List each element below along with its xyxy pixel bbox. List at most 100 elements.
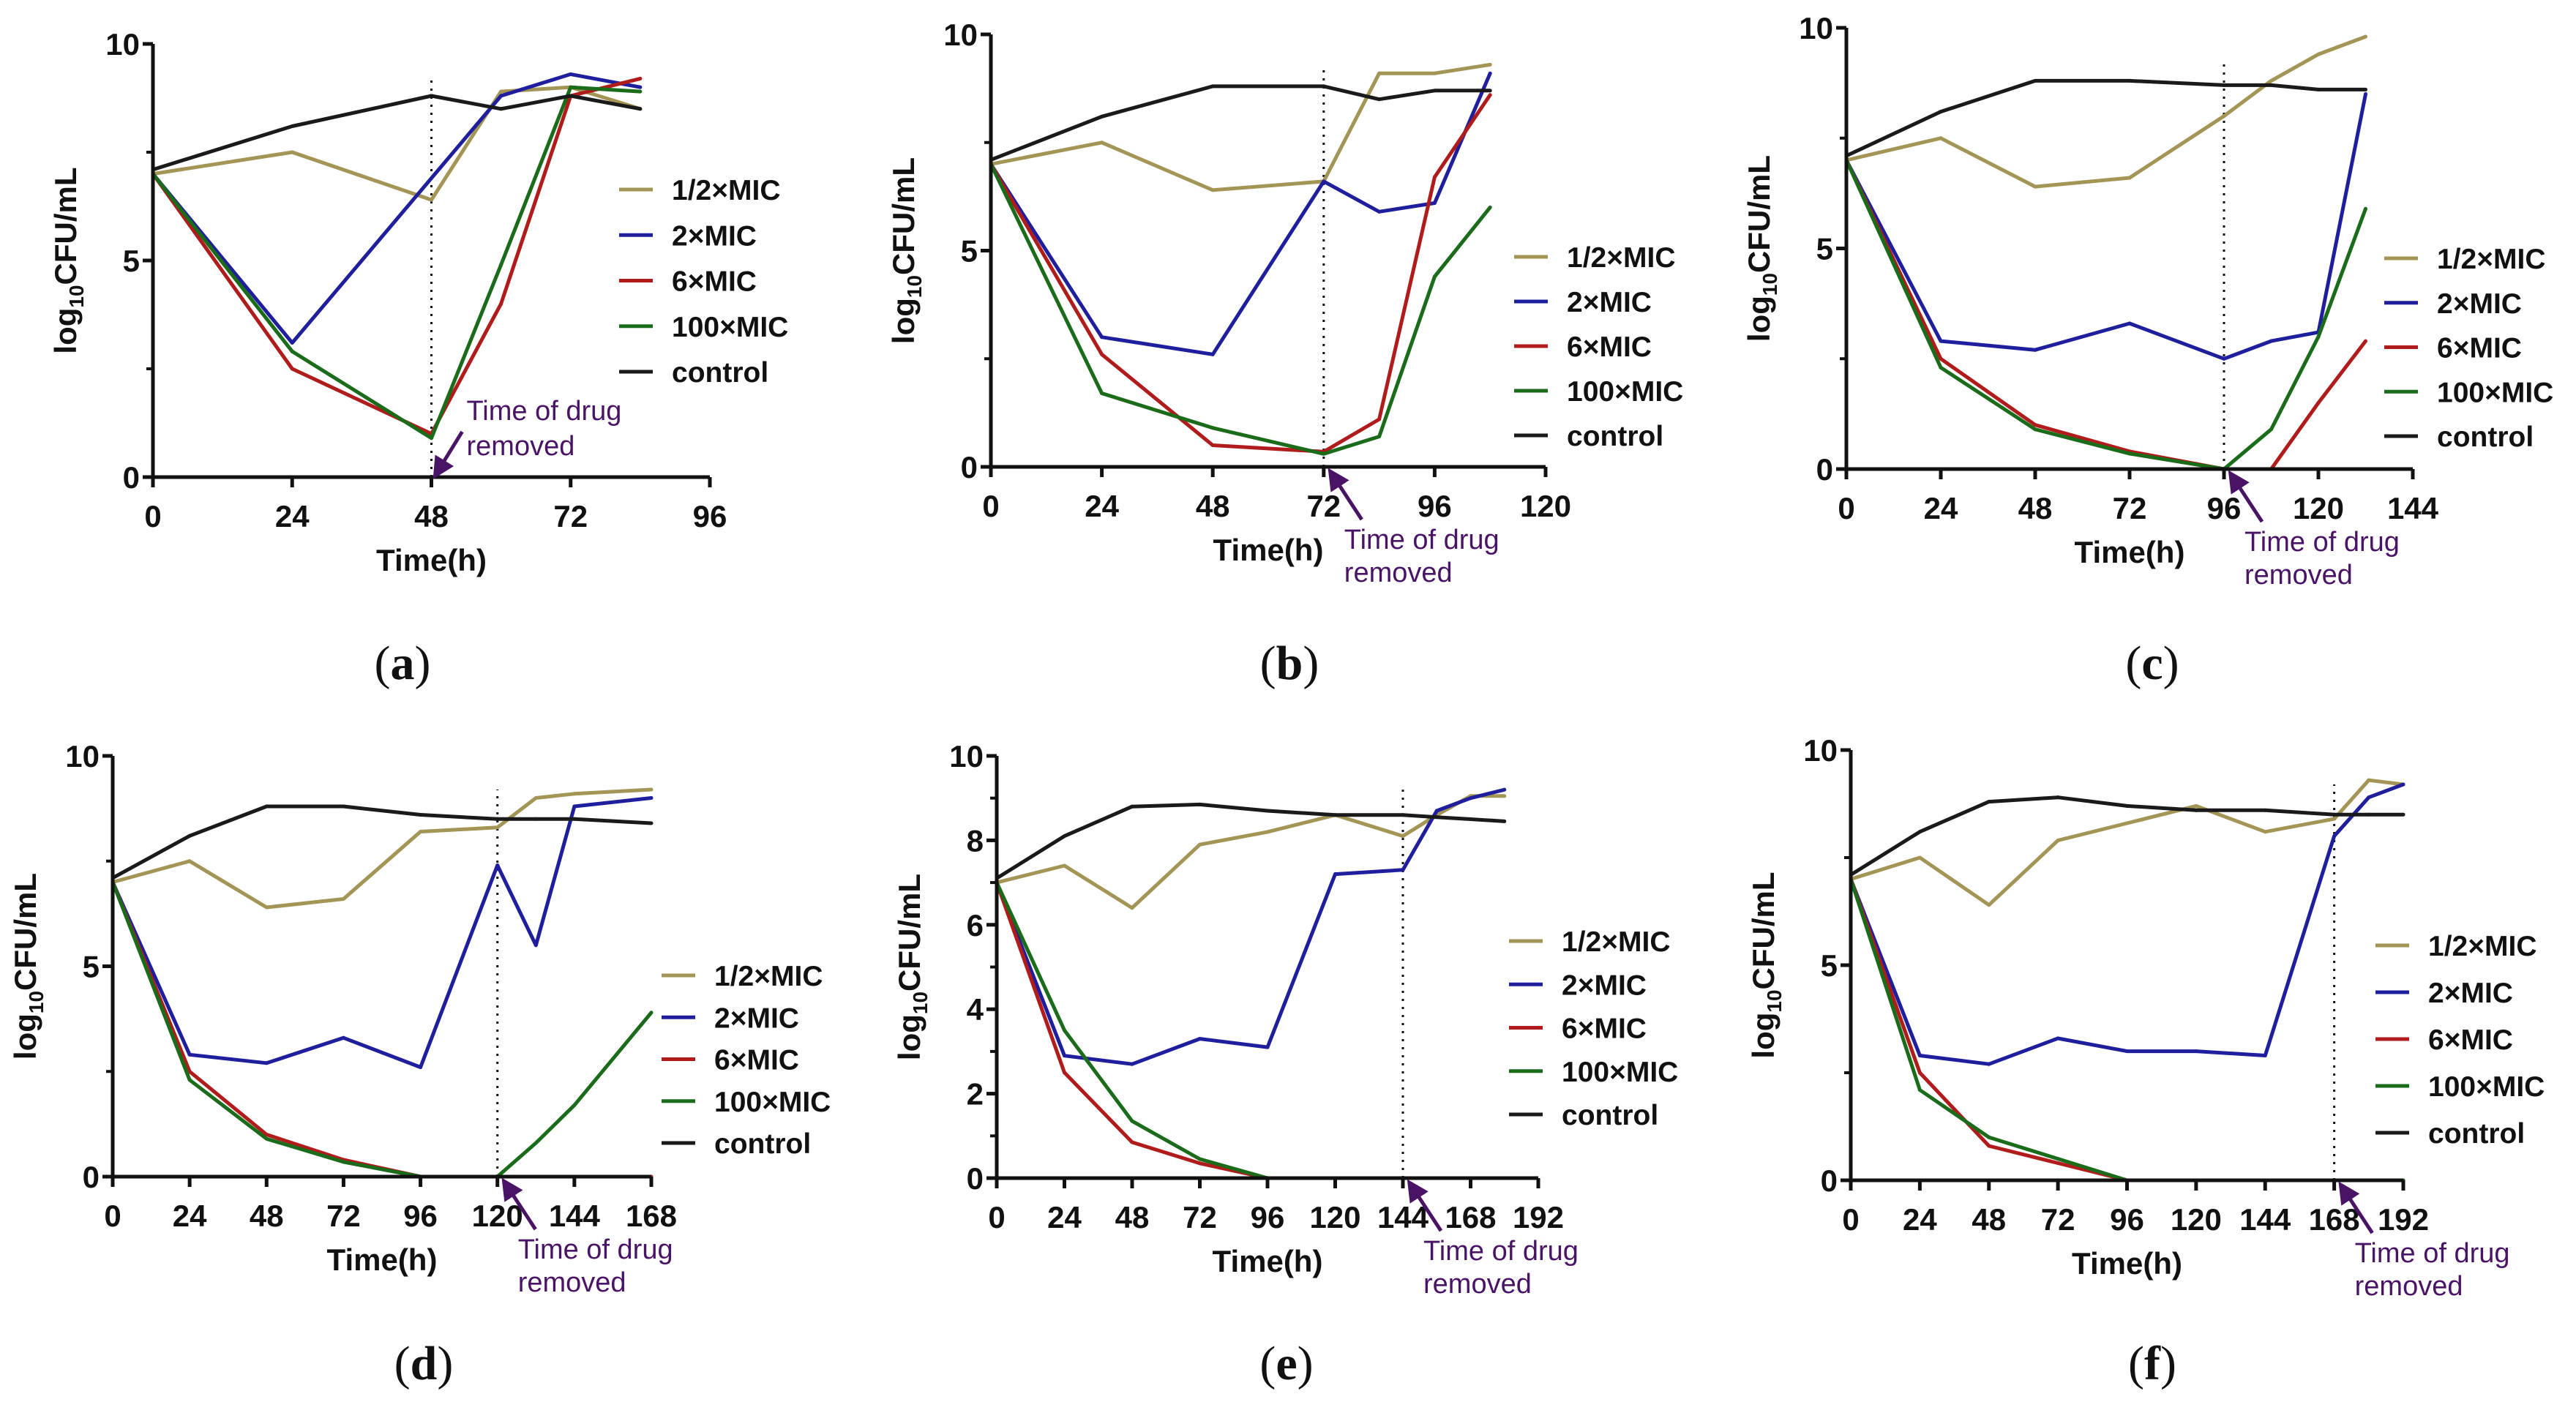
legend-item: 2×MIC	[2384, 288, 2522, 320]
data-point	[1434, 809, 1439, 813]
data-point	[2263, 830, 2267, 834]
panel-label-close-paren: )	[437, 1337, 453, 1390]
data-point	[533, 817, 538, 821]
data-point	[569, 72, 573, 76]
data-point	[264, 1133, 269, 1136]
data-point	[1063, 1054, 1066, 1058]
panel-f: 0 24 48 72 96 120 144 168 1920510Time(h)log10CFU…	[1746, 733, 2545, 1390]
data-point	[2332, 812, 2337, 817]
x-tick-label: 24	[275, 499, 310, 533]
data-point	[430, 198, 433, 202]
y-tick-label: 0	[83, 1160, 100, 1194]
data-point	[264, 905, 269, 910]
legend-label: 6×MIC	[2437, 333, 2522, 364]
legend-item: 100×MIC	[619, 312, 788, 343]
annotation-line-2: removed	[1423, 1269, 1532, 1300]
data-point	[1432, 71, 1437, 75]
legend-item: 1/2×MIC	[662, 961, 823, 992]
legend-label: 1/2×MIC	[2437, 244, 2545, 275]
y-axis-title-subscript: 10	[909, 992, 932, 1014]
panel-label-letter: c	[2141, 637, 2163, 690]
data-point	[1939, 110, 1943, 114]
data-point	[2127, 451, 2132, 456]
panel-label-letter: a	[391, 637, 415, 690]
legend: 1/2×MIC 2×MIC 6×MIC 100×MIC control	[2375, 931, 2545, 1150]
panel-label: (f)	[2128, 1337, 2176, 1390]
data-point	[341, 1160, 345, 1164]
annotation-arrow	[1407, 1179, 1443, 1232]
series-line-hundred-mic	[111, 881, 653, 1179]
y-axis-title: log10CFU/mL	[886, 157, 926, 344]
data-point	[499, 107, 503, 111]
data-point	[499, 89, 503, 94]
y-tick-label: 6	[967, 908, 984, 942]
data-point	[1939, 356, 1943, 361]
y-tick-label: 0	[1821, 1163, 1838, 1198]
data-point	[2125, 1049, 2129, 1054]
data-point	[1265, 809, 1270, 813]
data-point	[1100, 140, 1104, 145]
legend-item: 6×MIC	[662, 1045, 799, 1076]
data-point	[1198, 802, 1202, 806]
y-axis-title: log10CFU/mL	[8, 873, 48, 1060]
data-point	[572, 1103, 577, 1107]
data-point	[572, 792, 577, 796]
x-tick-label: 0	[144, 499, 161, 533]
data-point	[1401, 868, 1405, 872]
annotation-line-2: removed	[1344, 558, 1453, 588]
data-point	[1377, 417, 1382, 421]
panel-label: (a)	[375, 637, 431, 690]
data-point	[1198, 842, 1202, 847]
annotation-line-1: Time of drug	[1344, 525, 1499, 555]
series-line-hundred-mic	[995, 882, 1505, 1180]
panel-label-open-paren: (	[2128, 1337, 2144, 1390]
series-line-two-mic	[1849, 782, 2404, 1066]
series-line-two-mic	[1844, 94, 2367, 361]
legend-item: 2×MIC	[662, 1002, 799, 1034]
y-tick-label: 10	[949, 739, 984, 773]
legend-item: control	[662, 1128, 811, 1160]
series-line-two-mic	[995, 787, 1505, 1066]
y-tick-label: 8	[967, 823, 984, 858]
y-axis-title-subscript: 10	[25, 991, 48, 1013]
annotation-arrow	[2228, 470, 2264, 523]
x-tick-label: 48	[414, 499, 449, 533]
legend-label: 1/2×MIC	[2428, 931, 2536, 962]
legend-label: 100×MIC	[1562, 1057, 1678, 1088]
data-point	[1198, 1037, 1202, 1041]
panel-label-open-paren: (	[2125, 637, 2141, 690]
legend: 1/2×MIC 2×MIC 6×MIC 100×MIC control	[1509, 926, 1678, 1131]
data-point	[2127, 78, 2132, 83]
data-point	[1488, 71, 1492, 75]
series-line-half-mic	[990, 62, 1491, 192]
data-point	[1469, 817, 1472, 822]
legend-label: 6×MIC	[1562, 1013, 1647, 1045]
x-tick-label: 144	[1377, 1200, 1429, 1234]
x-axis-title: Time(h)	[327, 1243, 438, 1277]
y-axis-title-subscript: 10	[65, 285, 88, 307]
data-point	[264, 804, 269, 809]
series-line-control	[152, 94, 641, 172]
panel-label-close-paren: )	[1298, 1337, 1314, 1390]
series-line-half-mic	[152, 85, 641, 202]
x-tick-label: 48	[1972, 1202, 2006, 1237]
data-point	[264, 1061, 269, 1065]
data-point	[2367, 778, 2371, 782]
data-point	[533, 1141, 538, 1145]
panel-label-letter: f	[2144, 1337, 2161, 1390]
legend-item: 2×MIC	[1509, 970, 1647, 1001]
x-tick-label: 96	[1251, 1200, 1285, 1234]
x-tick-label: 0	[1842, 1202, 1859, 1237]
panel-label-open-paren: (	[394, 1337, 411, 1390]
data-point	[1100, 335, 1104, 340]
data-point	[430, 176, 433, 181]
data-point	[1469, 796, 1472, 801]
series-line-half-mic	[1846, 34, 2367, 189]
annotation-arrow	[433, 430, 464, 479]
